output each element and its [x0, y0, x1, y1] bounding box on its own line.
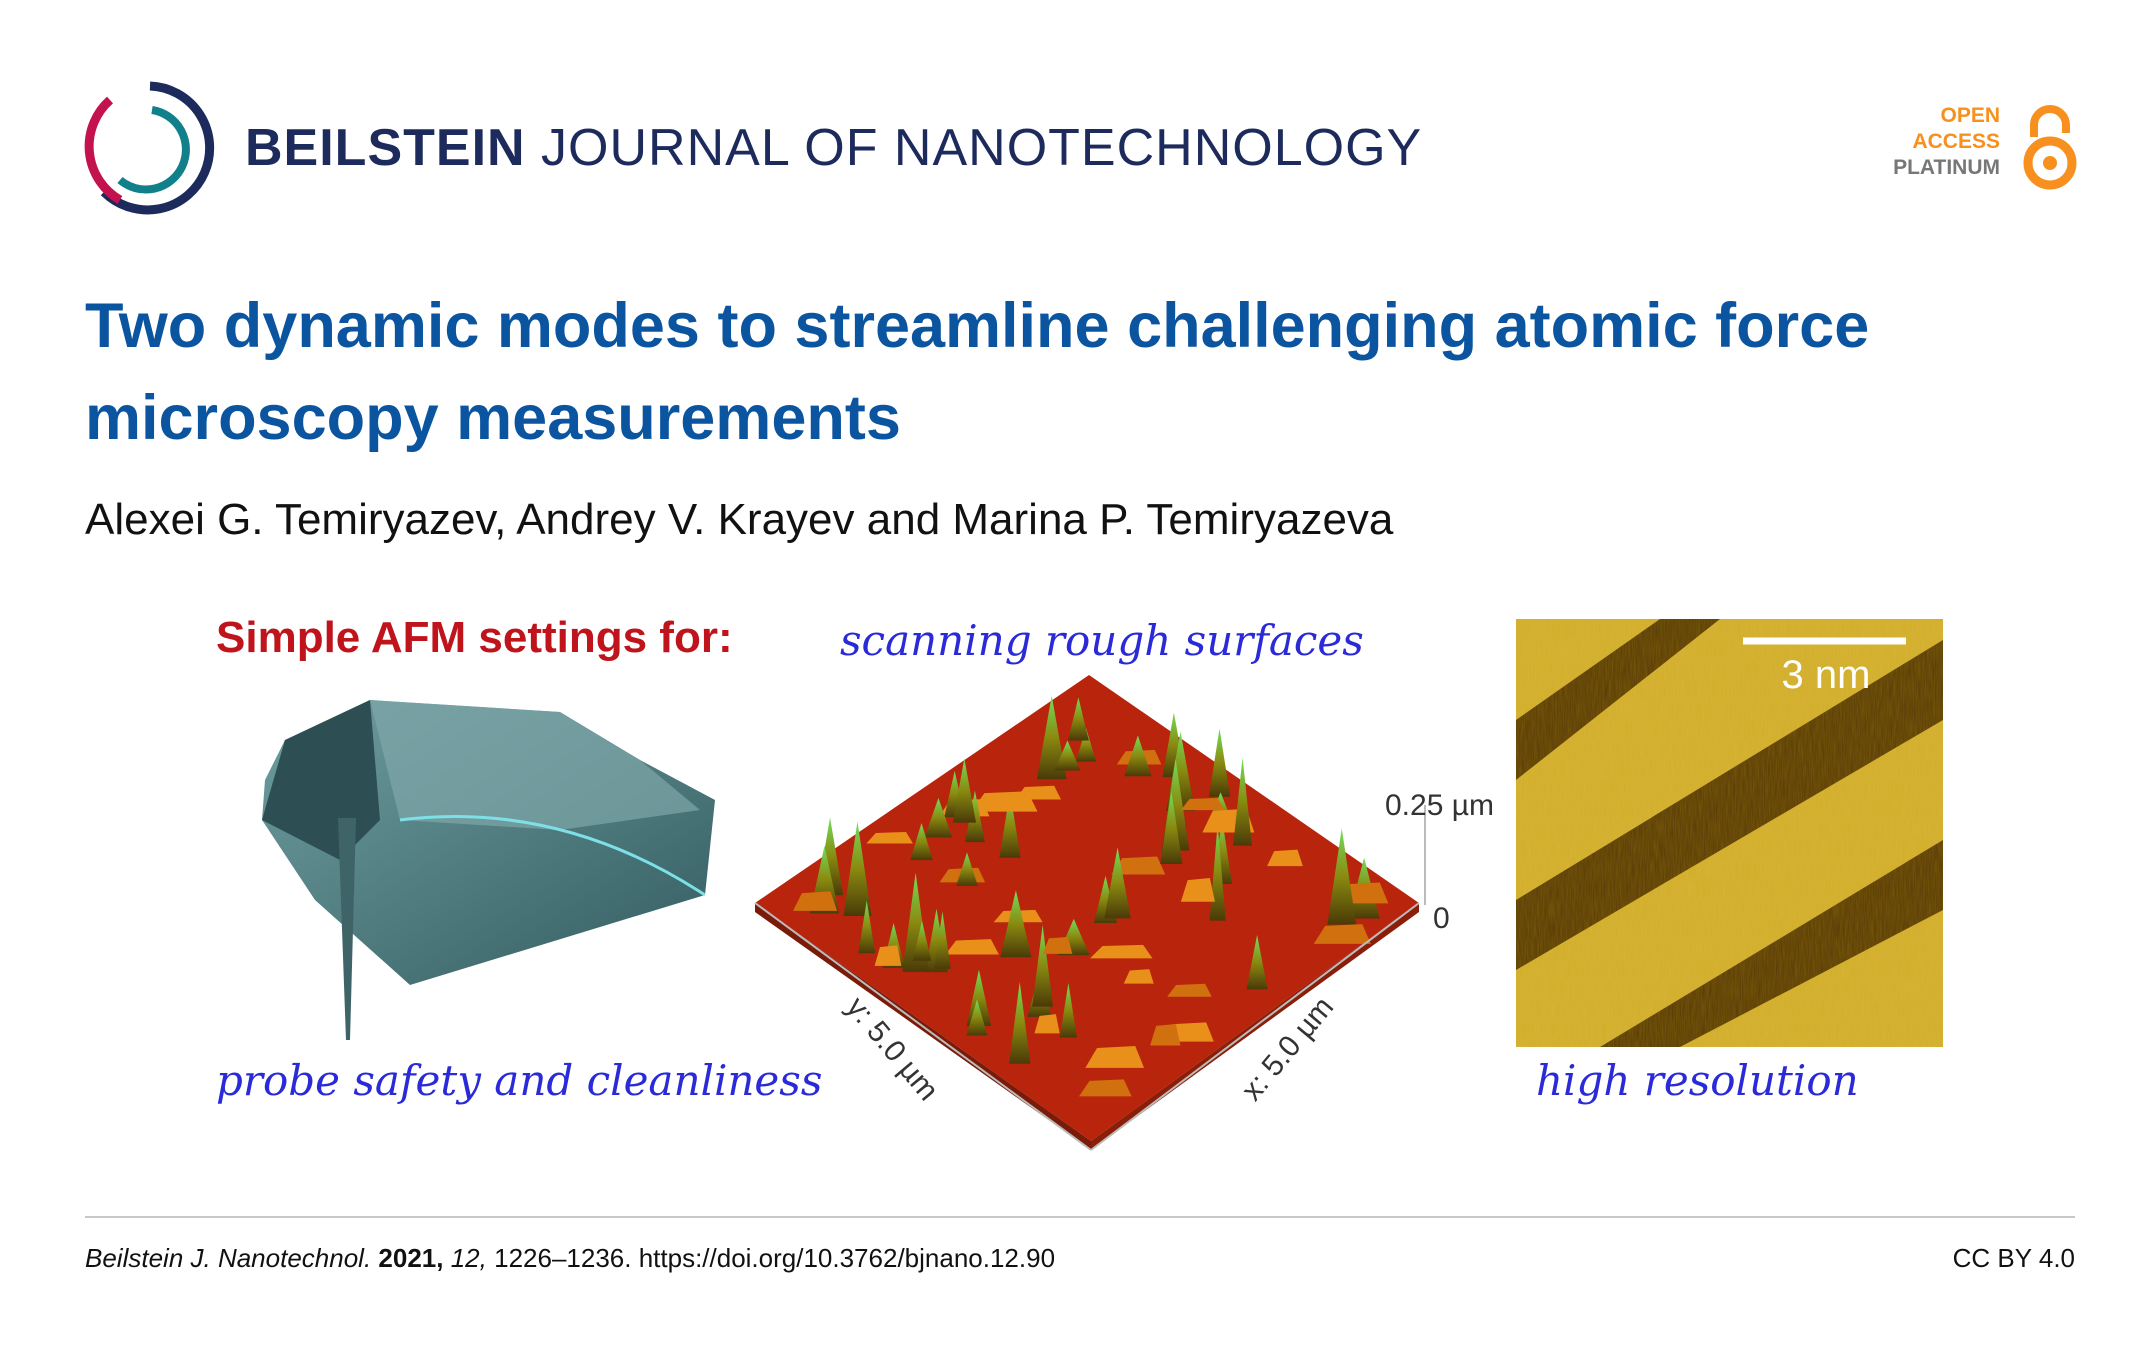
article-title: Two dynamic modes to streamline challeng…	[85, 291, 1870, 453]
journal-name-bold: BEILSTEIN	[245, 119, 526, 177]
label-probe-safety: probe safety and cleanliness	[216, 1056, 822, 1105]
afm-3d-surface	[754, 675, 1426, 1151]
article-authors: Alexei G. Temiryazev, Andrey V. Krayev a…	[85, 495, 1394, 544]
citation-doi[interactable]: 1226–1236. https://doi.org/10.3762/bjnan…	[494, 1243, 1056, 1273]
citation-year: 2021,	[378, 1243, 444, 1273]
surface-grain	[971, 791, 1038, 812]
surface-spike	[858, 900, 876, 954]
scale-bar-label: 3 nm	[1782, 653, 1871, 697]
citation-volume: 12,	[450, 1243, 487, 1273]
surface-spike	[1124, 735, 1152, 777]
open-access-badge: OPEN ACCESS PLATINUM	[1890, 103, 2080, 193]
surface-spike	[965, 790, 985, 843]
surface-grain	[1034, 1014, 1060, 1034]
surface-grain	[945, 939, 999, 955]
surface-grain	[866, 831, 914, 844]
surface-grain	[1180, 797, 1225, 811]
surface-grain	[874, 945, 902, 966]
surface-spike	[1036, 695, 1067, 780]
badge-platinum: PLATINUM	[1893, 156, 2000, 179]
surface-spike	[1233, 757, 1252, 846]
surface-spike	[1054, 740, 1081, 771]
surface-spike	[999, 792, 1021, 858]
journal-name: BEILSTEIN JOURNAL OF NANOTECHNOLOGY	[245, 118, 1422, 178]
surface-spike	[1059, 983, 1078, 1038]
surface-grain	[1078, 1079, 1132, 1097]
surface-grain	[1180, 877, 1215, 902]
citation-journal: Beilstein J. Nanotechnol.	[85, 1243, 372, 1273]
surface-spike	[1032, 924, 1054, 1007]
badge-open: OPEN	[1940, 104, 2000, 127]
beilstein-logo	[84, 81, 215, 215]
surface-grain	[1123, 969, 1154, 984]
open-access-lock-icon	[2023, 105, 2077, 190]
surface-spike	[966, 969, 992, 1027]
stm-image: 3 nm	[1516, 619, 1943, 1047]
surface-spike	[934, 911, 951, 969]
surface-spike	[956, 852, 978, 886]
surface-grain	[1111, 856, 1166, 875]
surface-grain	[1150, 1023, 1181, 1046]
surface-grain	[1085, 1046, 1145, 1068]
surface-grain	[1167, 983, 1212, 997]
journal-name-rest: JOURNAL OF NANOTECHNOLOGY	[541, 119, 1423, 177]
z-axis-min-label: 0	[1433, 902, 1450, 935]
surface-spike	[1160, 791, 1183, 864]
surface-spike	[1327, 828, 1357, 925]
citation: Beilstein J. Nanotechnol. 2021, 12, 1226…	[85, 1243, 1055, 1274]
surface-spike	[1104, 847, 1131, 919]
label-rough-surfaces: scanning rough surfaces	[840, 616, 1364, 665]
surface-spike	[1067, 697, 1089, 741]
surface-spike	[1208, 728, 1231, 797]
surface-spike	[966, 999, 988, 1036]
surface-spike	[1075, 728, 1097, 762]
surface-spike	[910, 822, 933, 861]
surface-grain	[793, 891, 838, 911]
label-high-resolution: high resolution	[1536, 1056, 1859, 1105]
surface-spike	[1246, 934, 1268, 990]
surface-grain	[1042, 936, 1073, 954]
probe-image	[262, 700, 715, 1040]
footer-divider	[85, 1216, 2075, 1218]
surface-spike	[1009, 982, 1031, 1064]
surface-grain	[1090, 944, 1153, 959]
z-axis-max-label: 0.25 µm	[1385, 789, 1494, 822]
surface-spike	[924, 798, 953, 838]
surface-spike	[1000, 890, 1032, 958]
badge-access: ACCESS	[1912, 130, 2000, 153]
surface-spike	[843, 821, 872, 916]
surface-grain	[1313, 924, 1371, 944]
surface-spike	[912, 920, 932, 961]
license: CC BY 4.0	[1952, 1243, 2075, 1273]
figure-heading: Simple AFM settings for:	[216, 613, 733, 662]
surface-spike	[952, 758, 977, 823]
surface-grain	[1267, 849, 1303, 867]
